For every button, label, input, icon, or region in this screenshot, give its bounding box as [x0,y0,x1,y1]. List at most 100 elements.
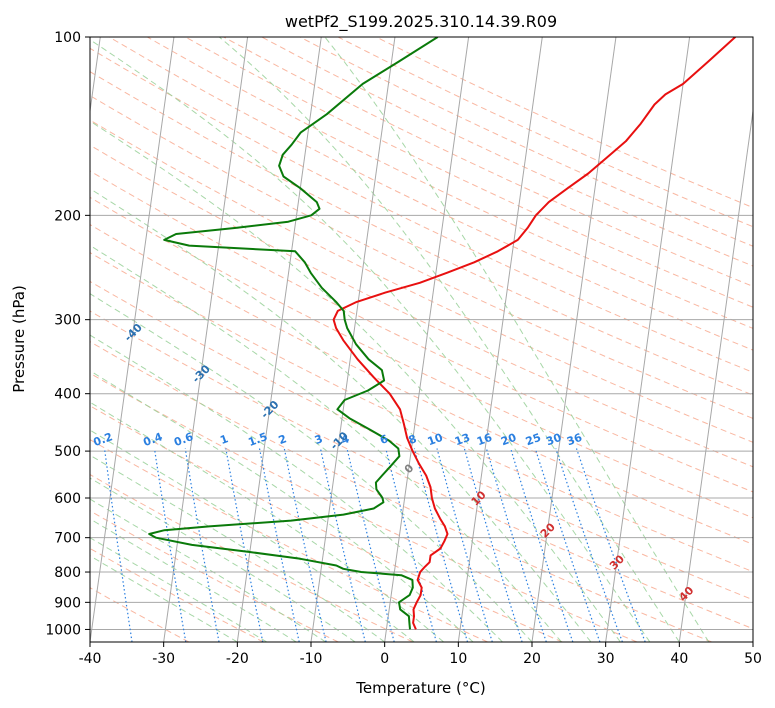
isotherm-gridline [236,37,322,642]
x-tick-label: -30 [152,651,175,667]
dry-adiabat [222,37,753,287]
mixing-ratio-label: 2 [277,432,289,447]
mixing-ratio-line [346,448,395,642]
y-axis-title: Pressure (hPa) [10,285,28,393]
moist-adiabat [90,120,621,642]
mixing-ratio-line [225,448,264,642]
dry-adiabat [90,439,488,642]
moist-adiabat [90,429,415,642]
mixing-ratio-line [184,448,220,642]
x-tick-label: 30 [597,651,615,667]
mixing-ratio-line [103,448,133,642]
isotherm-gridline [90,37,175,642]
x-tick-label: 10 [449,651,467,667]
dewpoint-profile-line [148,37,439,630]
dry-adiabat [90,71,753,396]
x-tick-label: 0 [380,651,389,667]
mixing-ratio-label: 0.2 [92,430,115,449]
mixing-ratio-label: 6 [378,432,390,447]
y-tick-label: 500 [54,444,81,460]
mixing-ratio-label: 20 [499,431,518,449]
mixing-ratio-line [283,448,327,642]
y-tick-label: 300 [54,313,81,329]
moist-adiabat [90,555,238,642]
series-layer [148,37,736,630]
dry-adiabat [108,37,753,351]
chart-title: wetPf2_S199.2025.310.14.39.R09 [285,12,557,32]
mixing-ratio-line [413,448,469,642]
y-tick-label: 600 [54,491,81,507]
y-tick-label: 400 [54,387,81,403]
dry-adiabat [90,405,563,642]
background-line-layer [90,37,753,642]
dry-adiabat [146,37,753,329]
x-tick-label: 40 [670,651,688,667]
mixing-ratio-line [436,448,493,642]
dry-adiabat [90,119,753,443]
isotherm-gridline [384,37,470,642]
mixing-ratio-label: 10 [426,431,445,449]
x-axis-title: Temperature (°C) [355,679,485,697]
moist-adiabat [90,454,385,642]
dry-adiabat [90,196,753,519]
plot-frame [89,36,754,643]
dry-adiabat [260,37,753,267]
x-tick-label: 20 [523,651,541,667]
moist-adiabat [90,518,297,642]
mixing-ratio-label: 8 [407,432,419,447]
mixing-ratio-label: 4 [339,432,351,447]
y-tick-label: 1000 [45,622,81,638]
isotherm-gridline [605,37,691,642]
x-tick-label: -20 [226,651,249,667]
mixing-ratio-line [153,448,187,642]
dry-adiabat [90,280,753,601]
y-tick-label: 200 [54,208,81,224]
mixing-ratio-line [385,448,437,642]
dry-adiabat [184,37,753,308]
moist-adiabat [90,39,651,642]
mixing-ratio-label: 16 [475,431,494,449]
mixing-ratio-label: 0.4 [141,430,164,449]
mixing-ratio-line [319,448,366,642]
moist-adiabat [90,537,268,642]
mixing-ratio-label: 36 [565,431,584,449]
x-tick-label: -40 [79,651,102,667]
moist-adiabat [324,37,710,642]
mixing-ratio-label: 0.6 [172,430,195,449]
moist-adiabat [90,477,356,642]
axis-tick-layer: -40 -30 -20 -10 0 10 20 30 40 5010020030040050060… [45,30,762,667]
moist-adiabat [90,498,326,642]
dry-adiabat [90,144,753,468]
mixing-ratio-label: 30 [544,431,563,449]
x-tick-label: 50 [744,651,762,667]
dry-adiabat [90,341,712,642]
plot-background [90,37,753,642]
mixing-ratio-line [463,448,523,642]
mixing-ratio-label: 13 [453,431,472,448]
moist-adiabat [218,37,680,642]
mixing-ratio-line [258,448,300,642]
temperature-profile-line [332,37,736,630]
isotherm-gridline [531,37,617,642]
mixing-ratio-label: 1.5 [246,430,269,449]
dry-adiabat [90,473,414,642]
moist-adiabat [90,334,503,642]
dry-adiabat [90,47,753,373]
y-tick-label: 700 [54,531,81,547]
moist-adiabat [90,188,592,642]
y-tick-label: 800 [54,565,81,581]
mixing-ratio-line [485,448,547,642]
dry-adiabat [90,252,753,573]
dry-adiabat [90,224,753,545]
mixing-ratio-label: 1 [218,432,230,447]
y-tick-label: 900 [54,595,81,611]
isotherm-gridline [678,107,753,642]
moist-adiabat [90,244,562,642]
y-tick-label: 100 [54,30,81,46]
dry-adiabat [90,95,753,419]
x-tick-label: -10 [300,651,323,667]
mixing-ratio-label: 3 [313,432,325,447]
dry-adiabat [90,170,753,493]
dry-adiabat [90,310,753,630]
